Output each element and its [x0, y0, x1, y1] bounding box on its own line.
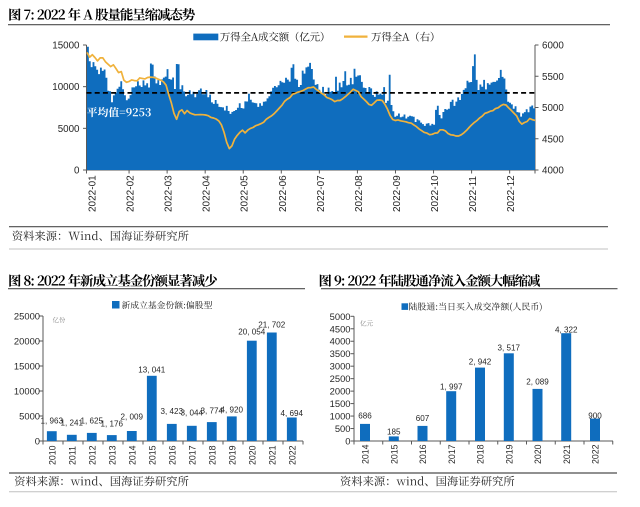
svg-text:3, 044: 3, 044 — [181, 409, 204, 418]
svg-text:2019: 2019 — [504, 444, 514, 464]
svg-text:2022-05: 2022-05 — [240, 175, 251, 212]
svg-text:900: 900 — [588, 411, 602, 420]
svg-text:2500: 2500 — [330, 373, 351, 384]
svg-text:2018: 2018 — [207, 445, 217, 465]
svg-text:2022-07: 2022-07 — [316, 175, 327, 212]
svg-text:2014: 2014 — [127, 445, 137, 465]
svg-text:4500: 4500 — [330, 323, 351, 334]
svg-text:2014: 2014 — [361, 444, 371, 464]
svg-text:2022-06: 2022-06 — [278, 175, 289, 212]
svg-text:1, 241: 1, 241 — [61, 419, 84, 428]
svg-text:2022-04: 2022-04 — [202, 175, 213, 212]
svg-text:10000: 10000 — [14, 386, 40, 397]
svg-text:0: 0 — [74, 166, 80, 177]
svg-text:2017: 2017 — [447, 444, 457, 464]
svg-text:2019: 2019 — [227, 445, 237, 465]
svg-text:1, 963: 1, 963 — [41, 417, 64, 426]
svg-text:5000: 5000 — [19, 411, 40, 422]
svg-text:0: 0 — [35, 436, 40, 447]
svg-text:2017: 2017 — [187, 445, 197, 465]
svg-text:2011: 2011 — [67, 446, 77, 465]
svg-text:20000: 20000 — [14, 336, 40, 347]
svg-text:2022-01: 2022-01 — [88, 175, 99, 212]
svg-text:2022-11: 2022-11 — [468, 176, 479, 212]
svg-text:2022-02: 2022-02 — [126, 175, 137, 212]
svg-text:3, 517: 3, 517 — [497, 344, 520, 353]
svg-text:2000: 2000 — [330, 386, 351, 397]
svg-text:5000: 5000 — [542, 103, 564, 114]
svg-text:3000: 3000 — [330, 361, 351, 372]
svg-text:4, 322: 4, 322 — [555, 326, 578, 335]
svg-text:15000: 15000 — [52, 41, 80, 52]
svg-text:2015: 2015 — [389, 444, 399, 464]
svg-text:607: 607 — [416, 414, 430, 423]
svg-text:2022-12: 2022-12 — [506, 175, 517, 212]
svg-text:2, 089: 2, 089 — [526, 377, 549, 386]
svg-text:2022-09: 2022-09 — [392, 175, 403, 212]
svg-text:500: 500 — [335, 423, 351, 434]
svg-text:185: 185 — [387, 428, 401, 437]
svg-text:2, 942: 2, 942 — [469, 357, 492, 366]
svg-text:2022-03: 2022-03 — [164, 175, 175, 212]
svg-text:1, 997: 1, 997 — [440, 382, 463, 391]
svg-text:4, 694: 4, 694 — [281, 409, 304, 418]
svg-text:21, 702: 21, 702 — [258, 321, 286, 330]
svg-text:25000: 25000 — [14, 311, 40, 322]
svg-text:3500: 3500 — [330, 348, 351, 359]
svg-text:1500: 1500 — [330, 398, 351, 409]
svg-text:1, 625: 1, 625 — [81, 417, 104, 426]
svg-text:2016: 2016 — [418, 444, 428, 464]
svg-text:5000: 5000 — [330, 311, 351, 322]
svg-text:2, 009: 2, 009 — [121, 413, 144, 422]
svg-text:15000: 15000 — [14, 361, 40, 372]
svg-text:5000: 5000 — [58, 124, 80, 135]
svg-text:2021: 2021 — [267, 445, 277, 465]
svg-text:2012: 2012 — [87, 445, 97, 465]
svg-text:4, 920: 4, 920 — [221, 406, 244, 415]
svg-text:2021: 2021 — [562, 444, 572, 464]
svg-text:2013: 2013 — [107, 445, 117, 465]
svg-text:2022: 2022 — [287, 445, 297, 465]
svg-text:2018: 2018 — [476, 444, 486, 464]
svg-text:4000: 4000 — [542, 166, 564, 177]
svg-text:10000: 10000 — [52, 82, 80, 93]
svg-text:2022: 2022 — [591, 444, 601, 464]
svg-text:2022-10: 2022-10 — [430, 175, 441, 212]
svg-text:4000: 4000 — [330, 336, 351, 347]
svg-text:0: 0 — [345, 436, 350, 447]
svg-text:20, 054: 20, 054 — [238, 328, 266, 337]
svg-text:2010: 2010 — [47, 445, 57, 465]
svg-text:2015: 2015 — [147, 445, 157, 465]
svg-text:2016: 2016 — [167, 445, 177, 465]
svg-text:686: 686 — [358, 412, 372, 421]
svg-text:5500: 5500 — [542, 72, 564, 83]
svg-text:1, 176: 1, 176 — [101, 419, 124, 428]
svg-text:1000: 1000 — [330, 411, 351, 422]
svg-text:4500: 4500 — [542, 134, 564, 145]
svg-text:2020: 2020 — [247, 445, 257, 465]
svg-text:13, 041: 13, 041 — [138, 366, 166, 375]
svg-text:6000: 6000 — [542, 41, 564, 52]
svg-text:2022-08: 2022-08 — [354, 175, 365, 212]
svg-text:3, 774: 3, 774 — [201, 407, 224, 416]
svg-text:3, 423: 3, 423 — [161, 407, 184, 416]
svg-text:2020: 2020 — [533, 444, 543, 464]
